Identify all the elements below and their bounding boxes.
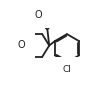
Text: O: O [17, 40, 25, 51]
Text: Cl: Cl [63, 65, 72, 74]
Text: O: O [35, 10, 43, 20]
